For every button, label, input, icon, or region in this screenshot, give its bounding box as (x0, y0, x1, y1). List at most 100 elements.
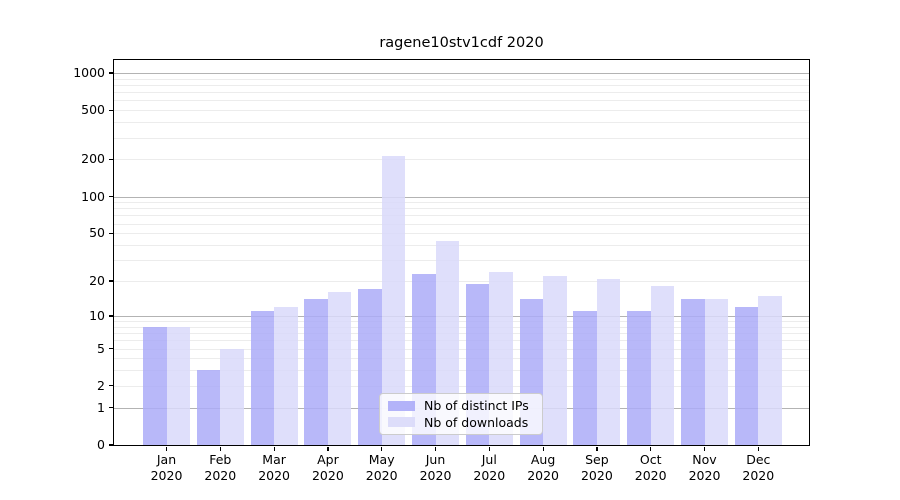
x-tick-apr (327, 446, 329, 451)
bar-distinct-ips-feb (196, 370, 221, 446)
bar-downloads-nov (704, 299, 728, 446)
bar-distinct-ips-sep (573, 311, 597, 446)
legend-label-distinct-ips: Nb of distinct IPs (424, 398, 529, 414)
minor-gridline-80 (113, 208, 810, 210)
bar-downloads-oct (650, 286, 675, 446)
chart-title: ragene10stv1cdf 2020 (379, 35, 544, 51)
y-tick-label-10: 10 (89, 307, 105, 323)
minor-gridline-800 (113, 84, 810, 86)
bar-downloads-jan (166, 326, 190, 446)
minor-gridline-700 (113, 92, 810, 94)
legend-swatch-distinct-ips (388, 400, 415, 411)
x-tick-label-jan: Jan 2020 (150, 452, 183, 483)
x-tick-jul (488, 446, 490, 451)
y-tick-label-50: 50 (89, 225, 105, 241)
y-tick-label-500: 500 (81, 102, 105, 118)
y-tick-0 (108, 444, 113, 446)
minor-gridline-600 (113, 100, 810, 102)
minor-gridline-3 (113, 370, 810, 372)
x-tick-label-oct: Oct 2020 (634, 452, 667, 483)
bar-downloads-apr (327, 292, 352, 446)
major-gridline-100 (113, 196, 810, 198)
bar-distinct-ips-oct (627, 311, 651, 446)
x-tick-jan (165, 446, 168, 451)
minor-gridline-60 (113, 223, 810, 225)
x-tick-label-nov: Nov 2020 (688, 452, 721, 483)
minor-gridline-2 (113, 385, 810, 387)
legend-label-downloads: Nb of downloads (424, 414, 529, 430)
legend-item-distinct-ips: Nb of distinct IPs (388, 398, 534, 413)
x-tick-dec (757, 446, 759, 451)
y-tick-5 (108, 347, 113, 350)
plot-area (113, 59, 810, 446)
y-tick-label-1: 1 (97, 399, 105, 415)
minor-gridline-300 (113, 137, 810, 139)
bar-downloads-aug (543, 276, 567, 446)
bar-downloads-feb (220, 348, 244, 446)
x-tick-sep (596, 446, 598, 451)
x-tick-label-aug: Aug 2020 (527, 452, 559, 483)
minor-gridline-30 (113, 260, 810, 262)
y-tick-1 (108, 407, 113, 409)
y-tick-label-0: 0 (97, 437, 105, 452)
bar-distinct-ips-may (358, 289, 382, 446)
y-tick-200 (108, 158, 113, 161)
y-tick-label-100: 100 (81, 188, 105, 204)
x-tick-label-may: May 2020 (365, 452, 398, 483)
bar-downloads-dec (758, 295, 782, 446)
x-tick-label-dec: Dec 2020 (742, 452, 775, 483)
y-tick-50 (108, 232, 113, 234)
y-tick-label-200: 200 (81, 151, 105, 167)
x-tick-aug (542, 446, 544, 451)
major-gridline-1000 (113, 72, 810, 74)
minor-gridline-200 (113, 159, 810, 161)
x-tick-label-mar: Mar 2020 (258, 452, 290, 483)
y-tick-label-20: 20 (89, 273, 105, 288)
y-tick-label-2: 2 (97, 377, 105, 393)
y-tick-2 (108, 385, 113, 387)
minor-gridline-500 (113, 110, 810, 112)
y-tick-label-1000: 1000 (73, 64, 105, 80)
minor-gridline-400 (113, 122, 810, 124)
minor-gridline-20 (113, 281, 810, 282)
y-tick-20 (108, 280, 113, 282)
minor-gridline-7 (113, 333, 810, 334)
x-tick-label-jul: Jul 2020 (473, 452, 506, 483)
x-tick-label-feb: Feb 2020 (204, 452, 237, 483)
legend-item-downloads: Nb of downloads (388, 415, 534, 430)
minor-gridline-6 (113, 340, 810, 342)
minor-gridline-50 (113, 233, 810, 235)
bar-distinct-ips-mar (250, 311, 275, 446)
minor-gridline-5 (113, 348, 810, 350)
minor-gridline-8 (113, 326, 810, 328)
legend: Nb of distinct IPs Nb of downloads (379, 393, 543, 435)
y-tick-1000 (108, 72, 113, 74)
minor-gridline-70 (113, 215, 810, 217)
x-tick-mar (273, 446, 275, 451)
x-tick-may (381, 446, 383, 451)
bar-distinct-ips-nov (681, 299, 705, 446)
minor-gridline-900 (113, 78, 810, 80)
x-tick-label-apr: Apr 2020 (311, 452, 344, 483)
bar-distinct-ips-jan (143, 326, 167, 446)
minor-gridline-4 (113, 358, 810, 360)
bar-downloads-mar (274, 306, 298, 446)
y-tick-500 (108, 109, 113, 111)
minor-gridline-90 (113, 202, 810, 204)
major-gridline-10 (113, 315, 810, 317)
minor-gridline-40 (113, 245, 810, 246)
bar-distinct-ips-apr (304, 299, 328, 446)
x-tick-oct (650, 446, 652, 451)
x-tick-jun (434, 446, 437, 451)
y-tick-100 (108, 195, 113, 198)
y-tick-10 (108, 315, 113, 317)
bar-distinct-ips-dec (734, 306, 759, 446)
legend-swatch-downloads (388, 417, 415, 428)
minor-gridline-9 (113, 321, 810, 322)
x-tick-label-sep: Sep 2020 (580, 452, 613, 483)
bar-downloads-may (381, 156, 406, 446)
y-tick-label-5: 5 (97, 340, 105, 356)
x-tick-nov (703, 446, 706, 451)
x-tick-label-jun: Jun 2020 (419, 452, 452, 483)
